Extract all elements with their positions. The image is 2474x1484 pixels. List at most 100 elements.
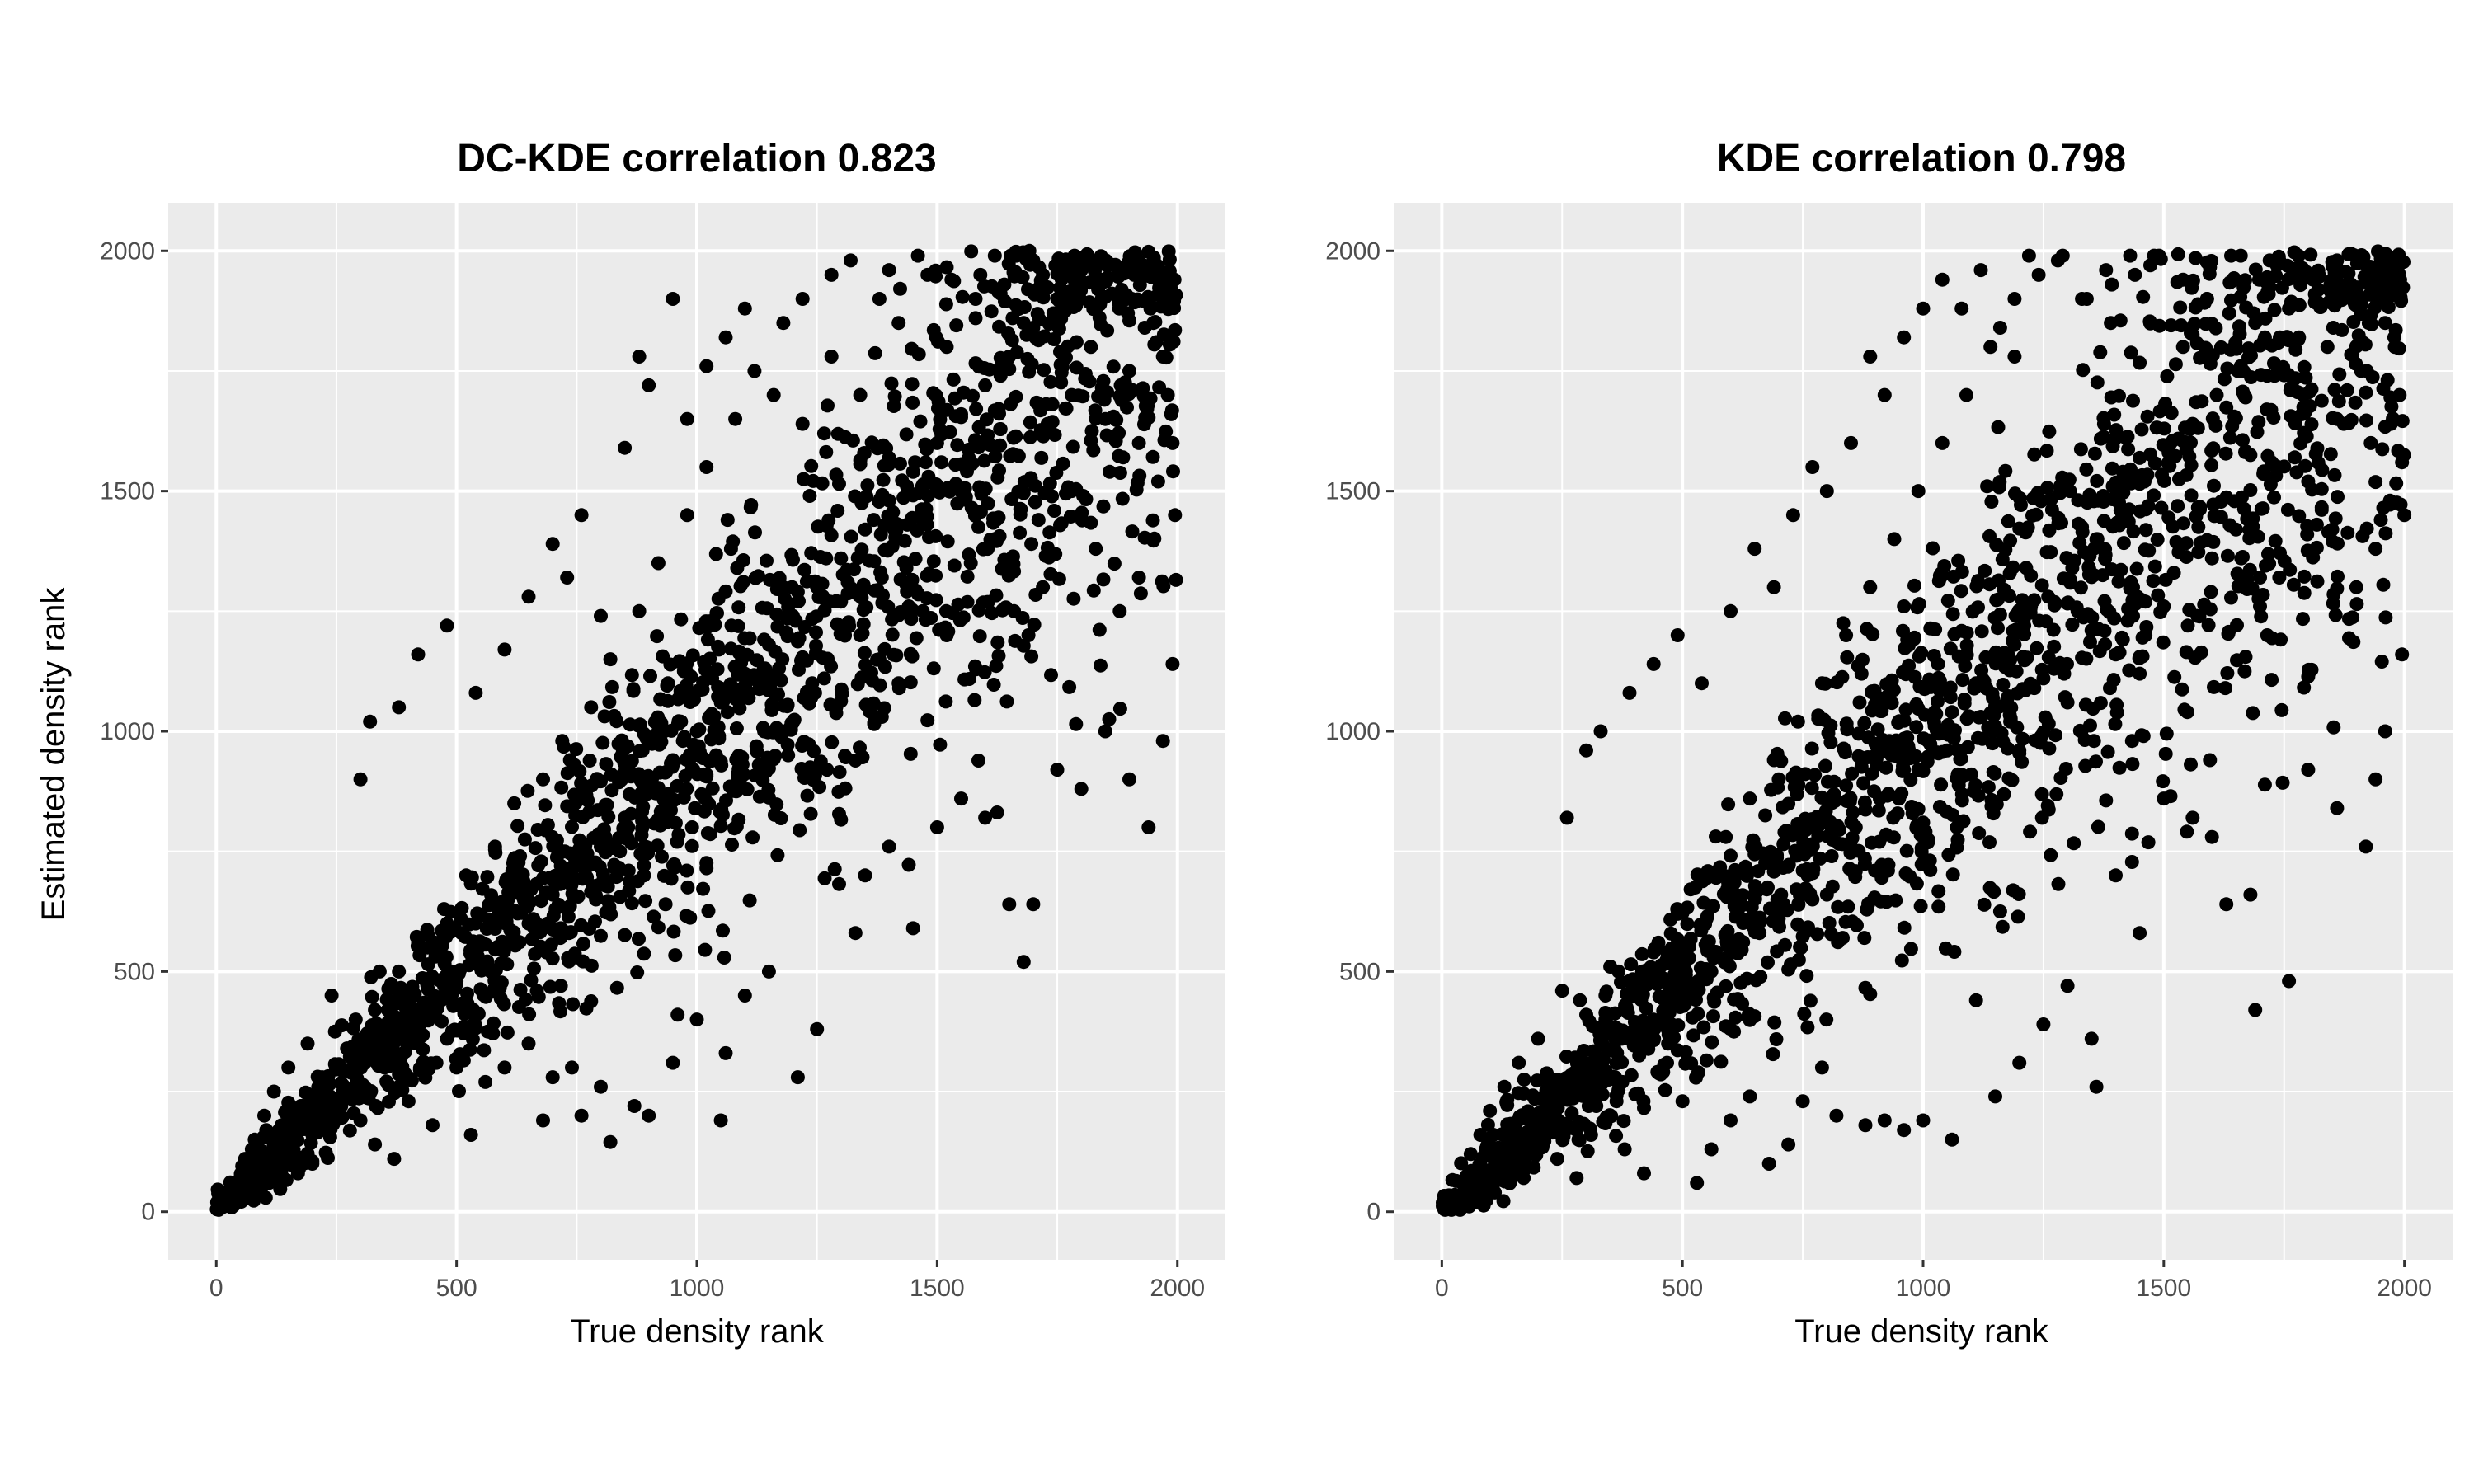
data-point	[1959, 626, 1974, 640]
data-point	[978, 378, 993, 392]
data-point	[1102, 711, 1117, 726]
data-point	[2185, 810, 2200, 825]
data-point	[545, 951, 560, 966]
data-point	[1992, 480, 2006, 495]
data-point	[2164, 318, 2179, 333]
data-point	[381, 1078, 396, 1092]
data-point	[2053, 771, 2068, 785]
data-point	[2146, 574, 2161, 589]
data-point	[2188, 251, 2203, 265]
data-point	[586, 857, 600, 871]
data-point	[1905, 806, 1920, 821]
data-point	[2243, 887, 2258, 902]
data-point	[1023, 257, 1037, 272]
data-point	[273, 1181, 288, 1196]
data-point	[1719, 979, 1733, 993]
data-point	[1112, 425, 1126, 440]
data-point	[1865, 766, 1879, 781]
data-point	[993, 286, 1008, 301]
data-point	[812, 780, 827, 795]
data-point	[2240, 572, 2255, 587]
x-tick-label: 0	[1435, 1275, 1449, 1302]
data-point	[2093, 345, 2108, 359]
data-point	[934, 427, 949, 442]
data-point	[772, 661, 787, 676]
data-point	[2297, 359, 2312, 374]
data-point	[1078, 371, 1093, 386]
data-point	[1604, 1109, 1619, 1124]
data-point	[635, 813, 650, 828]
data-point	[831, 784, 846, 799]
data-point	[866, 696, 881, 711]
data-point	[946, 372, 961, 387]
data-point	[1127, 245, 1142, 260]
data-point	[2184, 757, 2198, 772]
data-point	[1706, 899, 1720, 913]
data-point	[607, 857, 622, 872]
data-point	[1483, 1103, 1498, 1118]
data-point	[2062, 484, 2077, 499]
data-point	[1706, 949, 1721, 964]
data-point	[565, 1060, 579, 1075]
data-point	[258, 1190, 273, 1205]
data-point	[850, 551, 865, 566]
data-point	[2250, 425, 2265, 439]
data-point	[618, 440, 633, 455]
data-point	[1950, 820, 1964, 834]
data-point	[1138, 399, 1153, 413]
data-point	[568, 808, 583, 823]
data-point	[2232, 326, 2247, 341]
data-point	[522, 1007, 537, 1021]
data-point	[2083, 635, 2097, 650]
data-point	[2218, 681, 2232, 696]
data-point	[2205, 348, 2220, 363]
data-point	[2328, 511, 2343, 526]
data-point	[2116, 536, 2131, 551]
data-point	[2158, 746, 2173, 761]
data-point	[1515, 1148, 1530, 1163]
data-point	[729, 752, 744, 767]
y-tick-label: 1500	[100, 478, 155, 505]
data-point	[534, 939, 548, 954]
data-point	[2233, 289, 2248, 304]
data-point	[463, 876, 478, 891]
data-point	[1705, 1035, 1719, 1050]
data-point	[300, 1036, 315, 1051]
data-point	[1916, 301, 1931, 316]
data-point	[1030, 307, 1045, 322]
data-point	[1728, 862, 1743, 877]
data-point	[854, 495, 869, 510]
data-point	[2122, 663, 2137, 678]
data-point	[1995, 552, 2010, 566]
data-point	[2184, 488, 2199, 503]
data-point	[639, 839, 654, 854]
data-point	[1771, 780, 1785, 795]
data-point	[642, 378, 656, 392]
data-point	[1793, 940, 1808, 955]
data-point	[1954, 584, 1968, 599]
data-point	[1926, 541, 1940, 556]
data-point	[1002, 897, 1017, 912]
data-point	[760, 601, 774, 616]
data-point	[670, 1007, 685, 1022]
data-point	[1059, 350, 1073, 365]
data-point	[786, 552, 800, 567]
data-point	[1971, 600, 1985, 615]
data-point	[1730, 992, 1745, 1007]
data-point	[769, 582, 784, 596]
data-point	[1632, 1048, 1647, 1063]
data-point	[728, 411, 743, 426]
data-point	[2157, 473, 2171, 488]
data-point	[1761, 1157, 1776, 1171]
data-point	[674, 612, 689, 627]
data-point	[562, 753, 577, 768]
data-point	[595, 735, 610, 750]
data-point	[699, 359, 714, 373]
data-point	[1103, 464, 1117, 479]
data-point	[2174, 318, 2189, 333]
data-point	[598, 829, 613, 844]
data-point	[247, 1158, 261, 1172]
data-point	[795, 416, 810, 431]
data-point	[2098, 637, 2113, 651]
data-point	[2304, 417, 2319, 432]
